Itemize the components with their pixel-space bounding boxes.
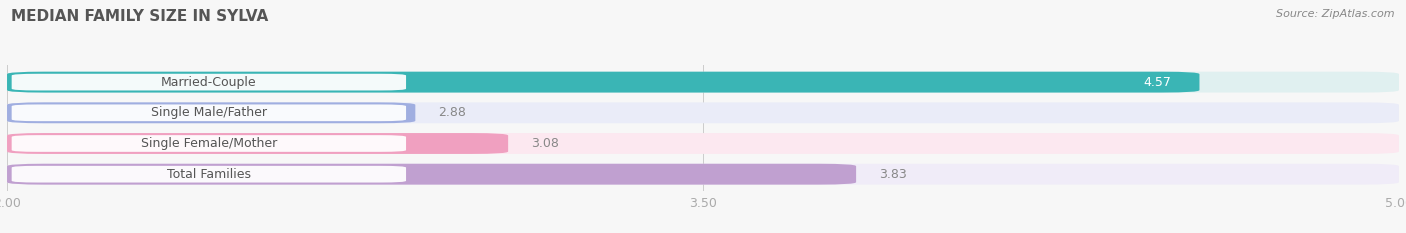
Text: 4.57: 4.57 [1143,76,1171,89]
FancyBboxPatch shape [7,164,856,185]
FancyBboxPatch shape [11,135,406,152]
FancyBboxPatch shape [7,72,1199,93]
Text: Source: ZipAtlas.com: Source: ZipAtlas.com [1277,9,1395,19]
Text: MEDIAN FAMILY SIZE IN SYLVA: MEDIAN FAMILY SIZE IN SYLVA [11,9,269,24]
FancyBboxPatch shape [11,166,406,182]
FancyBboxPatch shape [7,133,508,154]
FancyBboxPatch shape [7,102,415,123]
Text: 3.83: 3.83 [879,168,907,181]
FancyBboxPatch shape [7,102,1399,123]
FancyBboxPatch shape [7,72,1399,93]
Text: Married-Couple: Married-Couple [162,76,257,89]
Text: Single Female/Mother: Single Female/Mother [141,137,277,150]
FancyBboxPatch shape [11,104,406,121]
FancyBboxPatch shape [7,164,1399,185]
FancyBboxPatch shape [7,133,1399,154]
Text: Single Male/Father: Single Male/Father [150,106,267,119]
FancyBboxPatch shape [11,74,406,90]
Text: 2.88: 2.88 [439,106,467,119]
Text: Total Families: Total Families [167,168,250,181]
Text: 3.08: 3.08 [531,137,560,150]
